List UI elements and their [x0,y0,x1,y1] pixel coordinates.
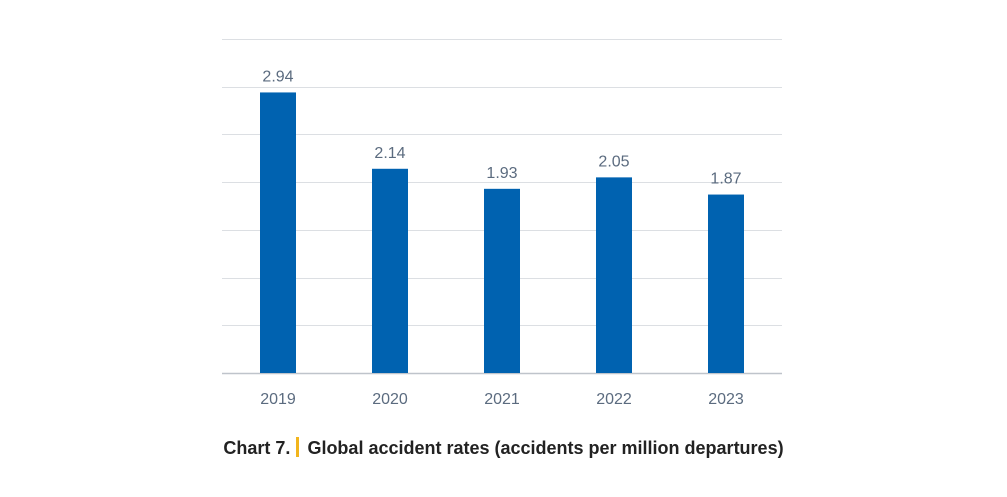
data-label-2020: 2.14 [374,145,405,162]
bars [260,92,744,373]
bar-2020 [372,168,408,373]
gridlines [222,39,782,375]
x-tick-label-2023: 2023 [708,391,744,408]
bar-2019 [260,92,296,373]
x-tick-label-2021: 2021 [484,391,520,408]
bar-2022 [596,177,632,373]
caption-separator [296,437,300,457]
x-axis-ticks: 2019 2020 2021 2022 2023 [260,391,744,408]
data-label-2022: 2.05 [598,153,629,170]
x-tick-label-2020: 2020 [372,391,408,408]
value-labels: 2.94 2.14 1.93 2.05 1.87 [262,68,741,187]
bar-2023 [708,194,744,373]
bar-chart: 2.94 2.14 1.93 2.05 1.87 2019 2020 2021 2022 202… [222,39,782,408]
caption-title: Global accident rates (accidents per mil… [307,438,784,458]
chart-caption: Chart 7. Global accident rates (accidents… [0,437,1007,459]
data-label-2021: 1.93 [486,165,517,182]
data-label-2019: 2.94 [262,68,293,85]
bar-2021 [484,188,520,373]
x-tick-label-2019: 2019 [260,391,296,408]
x-tick-label-2022: 2022 [596,391,632,408]
caption-number: Chart 7. [223,438,291,458]
data-label-2023: 1.87 [710,171,741,188]
